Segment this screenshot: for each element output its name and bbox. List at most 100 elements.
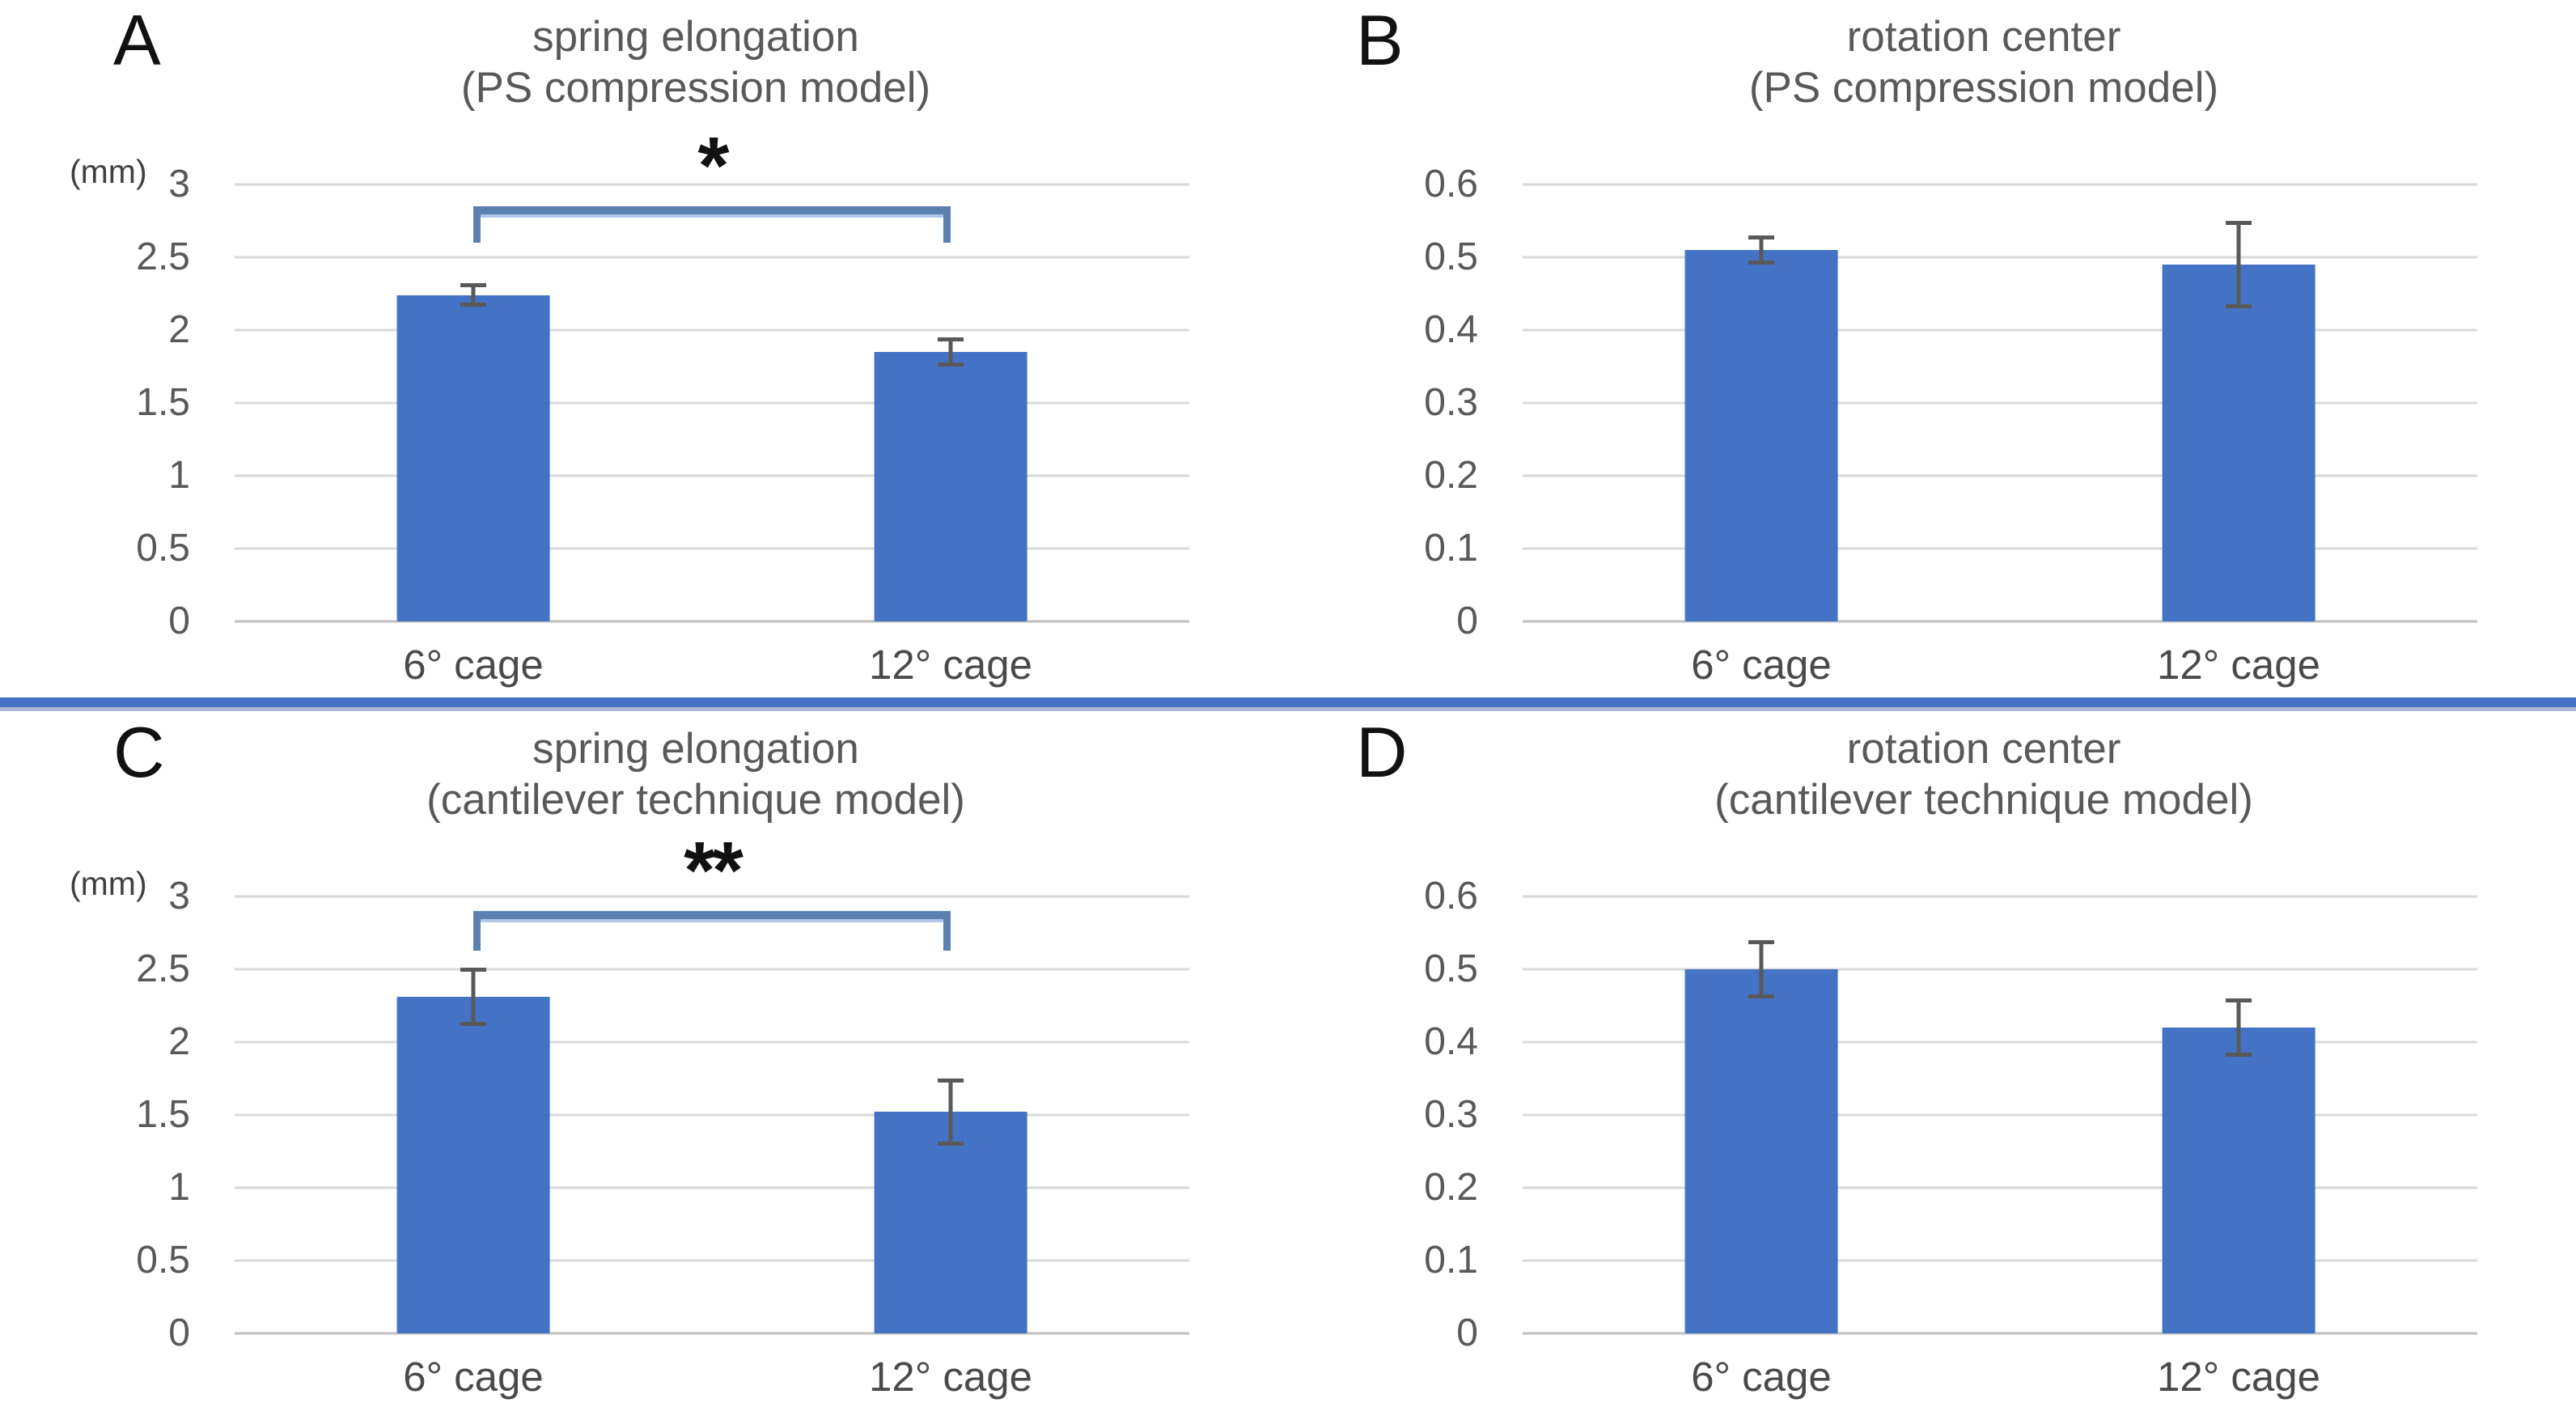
error-bar [460,283,486,307]
gridline [235,183,1189,186]
gridline [235,1259,1189,1262]
plot-area: 3 2.5 2 1.5 1 0.5 0 6° cage 12° cage * [136,125,1189,685]
error-bar-cap-bottom [460,303,486,307]
y-axis-tick-label: 0.6 [1424,163,1478,206]
gridline [235,1332,1189,1335]
error-bar-cap-top [938,1079,964,1083]
error-bar-cap-bottom [938,1141,964,1146]
section-divider-shadow [0,707,2576,711]
y-axis-tick-label: 0.4 [1424,1020,1478,1063]
gridline [1523,895,2477,898]
significance-bracket-underline [481,214,943,218]
y-axis-tick-label: 3 [168,875,190,918]
y-axis-tick-label: 0.2 [1424,454,1478,497]
gridline [235,547,1189,550]
gridline [1523,620,2477,623]
y-axis-tick-label: 1.5 [136,381,190,424]
gridline [1523,1332,2477,1335]
y-axis-tick-label: 0.3 [1424,1093,1478,1136]
error-bar-cap-top [2226,998,2252,1002]
chart-title: rotation center (cantilever technique mo… [1490,723,2477,825]
panel-C: C spring elongation (cantilever techniqu… [0,712,1288,1407]
gridline [1523,1186,2477,1189]
bar-12cage [2162,265,2315,621]
gridline [235,1186,1189,1189]
y-axis-unit-label: (mm) [70,865,147,902]
y-axis-unit-label: (mm) [70,153,147,190]
error-bar-line [948,1079,953,1146]
gridline [1523,183,2477,186]
error-bar-cap-top [2226,221,2252,225]
error-bar-line [2236,221,2241,308]
error-bar-line [471,968,476,1027]
bar-12cage [874,1112,1027,1333]
chart-title-line1: spring elongation [532,725,859,773]
chart-title-line1: rotation center [1846,725,2121,773]
y-axis-tick-label: 0 [1456,600,1478,642]
y-axis-tick-label: 3 [168,163,190,206]
error-bar [2226,998,2252,1057]
error-bar-cap-bottom [2226,1053,2252,1057]
chart-title: spring elongation (cantilever technique … [202,723,1189,825]
error-bar [938,337,964,367]
panel-D: D rotation center (cantilever technique … [1288,712,2576,1407]
chart-title-line2: (PS compression model) [1748,64,2219,112]
x-category-label: 6° cage [403,1354,544,1400]
y-axis-tick-label: 0.5 [136,527,190,570]
panel-letter: C [113,712,166,792]
error-bar-cap-bottom [1748,994,1774,998]
chart-title-line2: (cantilever technique model) [1714,776,2253,824]
x-category-label: 6° cage [1691,642,1832,688]
error-bar-line [2236,998,2241,1057]
error-bar-cap-bottom [460,1022,486,1027]
y-axis-tick-label: 2.5 [136,235,190,278]
error-bar-line [1759,235,1764,265]
y-axis-tick-label: 2.5 [136,947,190,990]
y-axis-tick-label: 0.5 [1424,947,1478,990]
significance-bracket [473,206,951,243]
chart-title: rotation center (PS compression model) [1490,11,2477,113]
y-axis-tick-label: 1 [168,454,190,497]
bar-6cage [1684,250,1838,621]
section-divider-line [0,697,2576,707]
y-axis-tick-label: 0.1 [1424,527,1478,570]
error-bar-cap-bottom [2226,304,2252,308]
error-bar-cap-top [1748,235,1774,239]
error-bar-cap-bottom [1748,261,1774,265]
y-axis-tick-label: 0 [1456,1312,1478,1354]
bar-12cage [2162,1028,2315,1333]
panel-letter: A [113,0,162,80]
gridline [1523,1040,2477,1044]
y-axis-tick-label: 0 [168,1312,190,1354]
gridline [235,401,1189,405]
gridline [1523,328,2477,332]
error-bar [1748,235,1774,265]
panel-letter: D [1356,712,1409,792]
bar-6cage [396,997,550,1333]
gridline [235,474,1189,477]
significance-bracket [473,911,951,951]
gridline [235,968,1189,971]
gridline [235,256,1189,259]
bar-12cage [874,352,1027,621]
error-bar-cap-bottom [938,362,964,367]
error-bar [460,968,486,1027]
gridline [235,328,1189,332]
gridline [1523,474,2477,477]
significance-bracket-underline [481,919,943,923]
chart-title-line1: spring elongation [532,13,859,61]
x-category-label: 12° cage [869,1354,1032,1400]
y-axis-tick-label: 0.6 [1424,875,1478,918]
y-axis-tick-label: 0.3 [1424,381,1478,424]
gridline [1523,401,2477,405]
gridline [1523,1113,2477,1117]
gridline [235,1040,1189,1044]
plot-area: 3 2.5 2 1.5 1 0.5 0 6° cage 12° cage ** [136,830,1189,1397]
panel-A: A spring elongation (PS compression mode… [0,0,1288,696]
significance-symbol: ** [684,825,744,916]
y-axis-tick-label: 0.5 [1424,235,1478,278]
gridline [1523,256,2477,259]
chart-title-line2: (PS compression model) [460,64,931,112]
x-category-label: 12° cage [869,642,1032,688]
gridline [235,895,1189,898]
